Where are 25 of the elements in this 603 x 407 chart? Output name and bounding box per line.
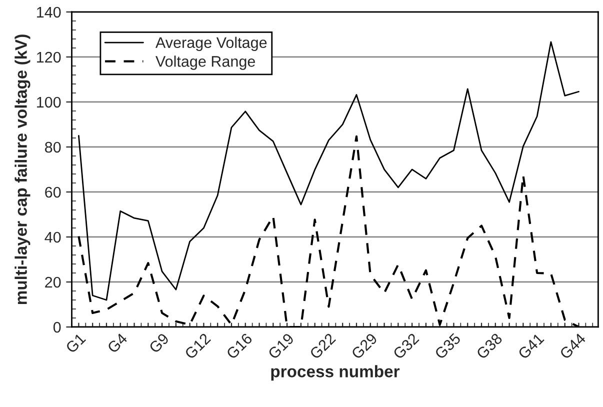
legend-label: Voltage Range <box>156 56 256 70</box>
x-tick-label: G32 <box>392 332 420 360</box>
y-axis-title: multi-layer cap failure voltage (kV) <box>14 34 30 304</box>
y-tick-label: 0 <box>53 322 61 333</box>
x-tick-label: G35 <box>434 332 462 360</box>
x-tick-label: G38 <box>476 332 503 360</box>
x-tick-label: G16 <box>226 332 253 360</box>
x-tick-label: G9 <box>148 332 170 354</box>
x-axis-title: process number <box>271 365 400 381</box>
x-tick-label: G29 <box>350 332 378 360</box>
x-tick-label: G4 <box>106 332 128 354</box>
x-tick-label: G44 <box>559 332 586 360</box>
y-tick-label: 140 <box>37 6 61 18</box>
x-tick-label: G12 <box>184 332 212 360</box>
y-tick-label: 80 <box>45 142 61 153</box>
y-tick-label: 60 <box>45 186 61 198</box>
x-tick-label: G41 <box>517 332 544 360</box>
y-tick-label: 100 <box>37 96 61 108</box>
x-tick-label: G1 <box>65 332 86 354</box>
x-tick-label: G19 <box>267 332 294 360</box>
x-tick-label: G22 <box>309 332 336 360</box>
y-tick-label: 40 <box>44 232 61 243</box>
legend-label: Average Voltage <box>155 36 267 52</box>
y-tick-label: 120 <box>37 52 61 63</box>
y-tick-label: 20 <box>45 276 61 288</box>
